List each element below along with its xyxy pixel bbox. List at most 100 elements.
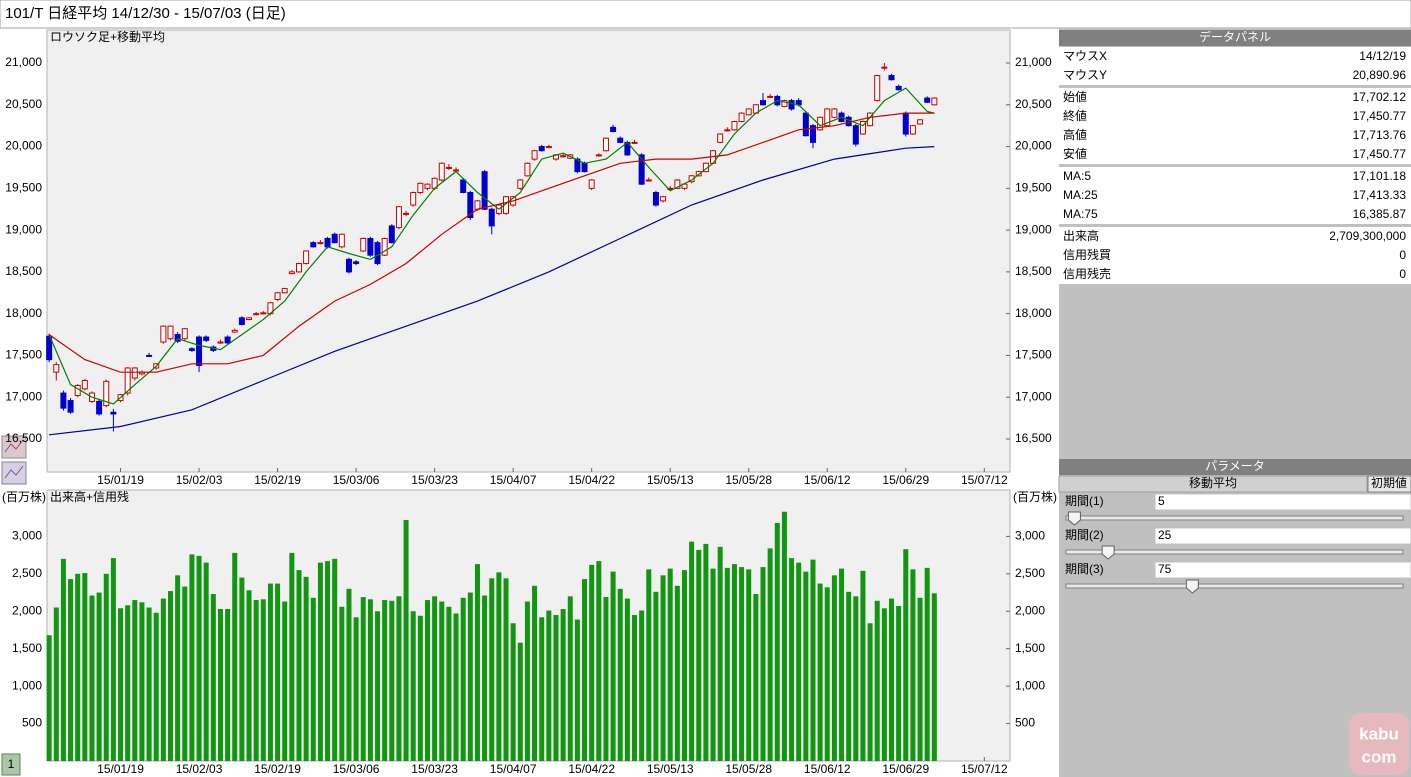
- candle-body: [895, 85, 902, 91]
- y-tick-label: 19,500: [5, 181, 42, 195]
- x-tick-label: 15/06/29: [882, 762, 929, 776]
- volume-bar: [82, 573, 88, 761]
- slider-thumb[interactable]: [1185, 579, 1199, 594]
- volume-bar: [646, 569, 652, 761]
- volume-bar: [574, 619, 580, 761]
- header-title: 101/T 日経平均 14/12/30 - 15/07/03 (日足): [5, 5, 286, 22]
- data-row: [1059, 246, 1411, 265]
- volume-bar: [75, 573, 81, 761]
- y-tick-label: 20,500: [5, 97, 42, 111]
- candle-body: [438, 162, 445, 181]
- y-tick-label: 18,000: [5, 306, 42, 320]
- x-tick-label: 15/04/07: [490, 473, 537, 487]
- candle-body: [481, 171, 488, 210]
- y-tick-label: 2,500: [12, 566, 42, 580]
- y-tick-label: 21,000: [5, 55, 42, 69]
- y-tick-label: 20,000: [1015, 139, 1052, 153]
- volume-bar: [824, 587, 830, 761]
- candle-body: [724, 129, 731, 132]
- logo: [1349, 713, 1409, 775]
- slider-thumb[interactable]: [1067, 511, 1081, 526]
- volume-bar: [739, 567, 745, 761]
- slider-track: [1065, 549, 1404, 555]
- candle-body: [110, 411, 117, 415]
- volume-bar: [881, 608, 887, 761]
- volume-bar: [717, 546, 723, 761]
- candle-body: [103, 380, 110, 407]
- volume-bar: [325, 561, 331, 761]
- volume-bar: [125, 605, 131, 761]
- y-tick-label: 17,000: [5, 389, 42, 403]
- candle-body: [652, 192, 659, 206]
- volume-bar: [317, 562, 323, 761]
- volume-bar: [460, 597, 466, 761]
- volume-bar: [446, 606, 452, 761]
- candle-body: [417, 182, 424, 194]
- x-tick-label: 15/02/19: [254, 473, 301, 487]
- candle-body: [717, 133, 724, 143]
- volume-bar: [910, 569, 916, 761]
- candle-body: [353, 261, 360, 265]
- candle-body: [760, 100, 767, 106]
- x-tick-label: 15/04/22: [568, 762, 615, 776]
- candle-body: [738, 112, 745, 122]
- candle-body: [909, 125, 916, 135]
- param-input[interactable]: [1154, 561, 1411, 579]
- candle-body: [281, 288, 288, 294]
- param-input[interactable]: [1154, 527, 1411, 545]
- candle-body: [538, 146, 545, 152]
- chart-icon-glyph: [4, 465, 24, 479]
- volume-bar: [346, 588, 352, 761]
- data-value: 17,101.18: [1353, 169, 1407, 183]
- candle-body: [781, 100, 788, 107]
- x-tick-label: 15/06/29: [882, 473, 929, 487]
- volume-bar: [553, 615, 559, 761]
- slider-thumb[interactable]: [1101, 545, 1115, 560]
- data-row: [1059, 66, 1411, 85]
- reset-button[interactable]: [1367, 475, 1411, 493]
- volume-bar: [803, 571, 809, 761]
- volume-bar: [110, 558, 116, 761]
- x-tick-label: 15/03/06: [333, 473, 380, 487]
- logo-text: com: [1362, 747, 1397, 766]
- volume-bar: [724, 567, 730, 761]
- candle-body: [545, 146, 552, 149]
- y-tick-label: 18,500: [5, 264, 42, 278]
- y-tick-label: 2,000: [1015, 603, 1045, 617]
- candle-body: [560, 155, 567, 158]
- y-axis-unit: (百万株): [1013, 489, 1057, 504]
- volume-bar: [160, 598, 166, 761]
- candle-body: [824, 108, 831, 127]
- x-tick-label: 15/07/12: [961, 762, 1008, 776]
- volume-bar: [439, 601, 445, 761]
- volume-bar: [653, 591, 659, 761]
- page-button[interactable]: [1, 753, 21, 776]
- panel-title: ロウソク足+移動平均: [50, 30, 165, 44]
- candle-body: [131, 367, 138, 379]
- volume-bar: [610, 571, 616, 761]
- candle-body: [160, 325, 167, 343]
- param-input[interactable]: [1154, 493, 1411, 511]
- volume-bar: [275, 583, 281, 761]
- volume-bar: [118, 608, 124, 761]
- y-tick-label: 1,000: [1015, 678, 1045, 692]
- candle-body: [260, 312, 267, 315]
- candle-body: [488, 208, 495, 227]
- candle-body: [224, 336, 231, 344]
- volume-bar: [339, 606, 345, 761]
- x-tick-label: 15/03/06: [333, 762, 380, 776]
- y-tick-label: 19,000: [1015, 222, 1052, 236]
- data-label: マウスX: [1063, 49, 1107, 63]
- candle-body: [424, 183, 431, 189]
- volume-bar: [731, 564, 737, 761]
- candle-body: [902, 112, 909, 135]
- candle-body: [874, 75, 881, 102]
- x-tick-label: 15/05/13: [647, 762, 694, 776]
- volume-bar: [846, 591, 852, 761]
- candle-body: [617, 137, 624, 143]
- y-tick-label: 21,000: [1015, 55, 1052, 69]
- volume-bar: [867, 623, 873, 761]
- candle-body: [81, 380, 88, 390]
- panel-header-title: パラメータ: [1205, 459, 1265, 473]
